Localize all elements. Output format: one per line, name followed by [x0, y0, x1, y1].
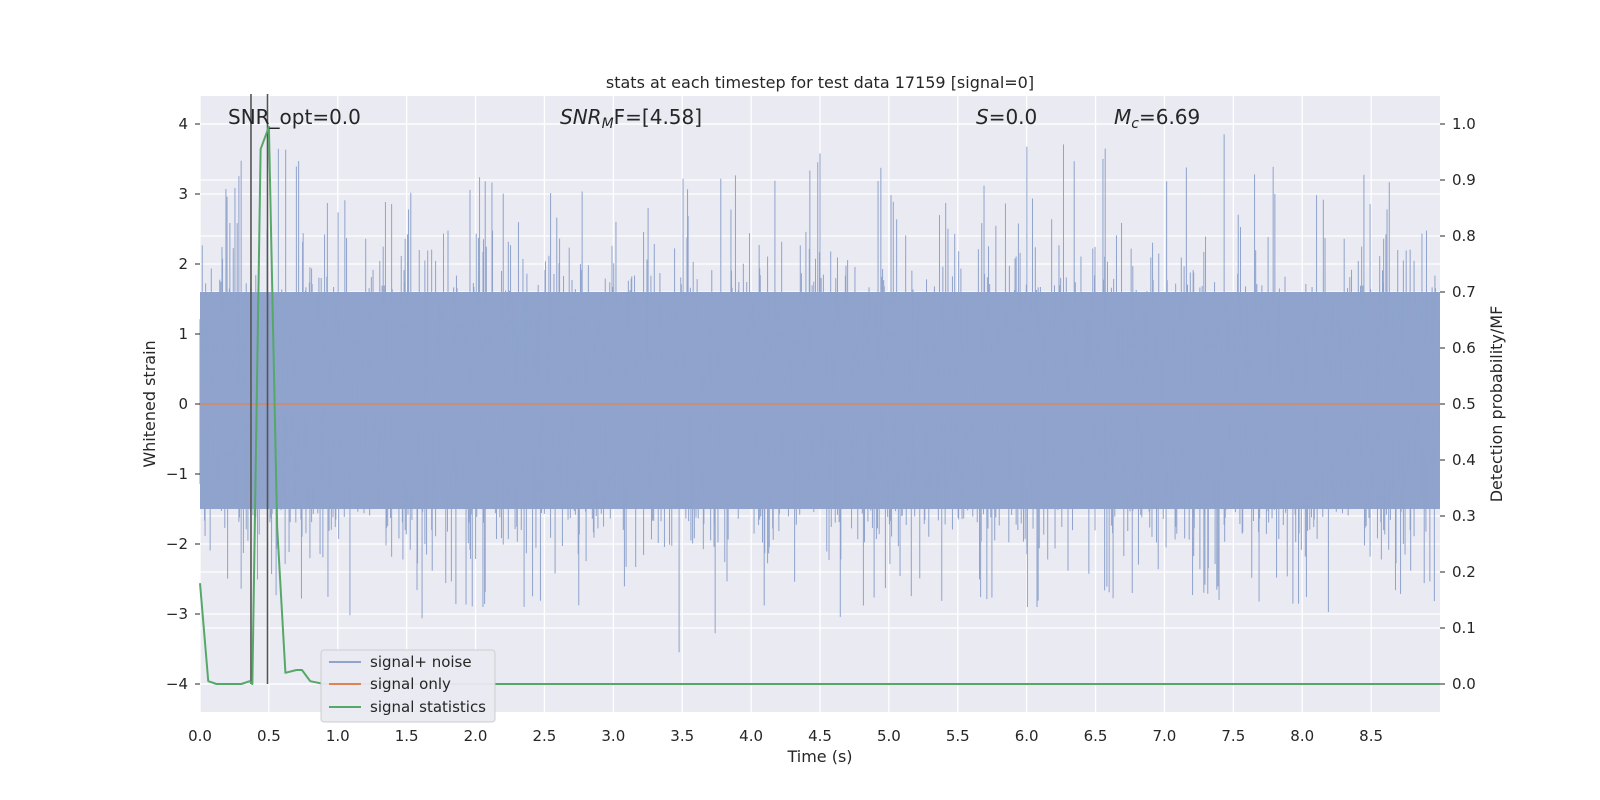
- left-tick-label: 3: [178, 185, 188, 203]
- annotation-s: S=0.0: [976, 105, 1037, 129]
- chart-title: stats at each timestep for test data 171…: [606, 73, 1034, 92]
- x-tick-label: 7.5: [1221, 727, 1245, 745]
- x-tick-label: 5.5: [946, 727, 970, 745]
- x-tick-label: 8.5: [1359, 727, 1383, 745]
- right-tick-label: 1.0: [1452, 115, 1476, 133]
- x-tick-label: 8.0: [1290, 727, 1314, 745]
- right-axis-label: Detection probability/MF: [1487, 306, 1506, 503]
- left-axis-label: Whitened strain: [140, 340, 159, 467]
- right-tick-label: 0.1: [1452, 619, 1476, 637]
- legend-box: [320, 649, 496, 723]
- x-tick-label: 7.0: [1153, 727, 1177, 745]
- right-tick-label: 0.5: [1452, 395, 1476, 413]
- right-tick-label: 0.2: [1452, 563, 1476, 581]
- right-tick-label: 0.9: [1452, 171, 1476, 189]
- legend-label-signal-only: signal only: [370, 675, 451, 693]
- legend-label-signal-statistics: signal statistics: [370, 698, 486, 716]
- right-tick-label: 0.8: [1452, 227, 1476, 245]
- left-tick-label: 0: [178, 395, 188, 413]
- right-tick-label: 0.6: [1452, 339, 1476, 357]
- x-tick-label: 6.0: [1015, 727, 1039, 745]
- signal-noise-series: [199, 134, 1440, 653]
- x-tick-label: 5.0: [877, 727, 901, 745]
- legend-label-signal-noise: signal+ noise: [370, 653, 472, 671]
- x-tick-label: 0.5: [257, 727, 281, 745]
- left-tick-label: 2: [178, 255, 188, 273]
- x-tick-label: 2.5: [533, 727, 557, 745]
- x-tick-label: 2.0: [464, 727, 488, 745]
- right-tick-label: 0.7: [1452, 283, 1476, 301]
- right-tick-label: 0.0: [1452, 675, 1476, 693]
- x-tick-label: 3.0: [601, 727, 625, 745]
- left-tick-label: −4: [166, 675, 188, 693]
- right-tick-label: 0.3: [1452, 507, 1476, 525]
- vertical-markers: [250, 94, 269, 684]
- annotation-snr-mf: SNRMF=[4.58]: [560, 105, 702, 132]
- x-tick-label: 3.5: [670, 727, 694, 745]
- x-tick-label: 0.0: [188, 727, 212, 745]
- right-tick-label: 0.4: [1452, 451, 1476, 469]
- x-axis-label: Time (s): [786, 747, 852, 766]
- left-tick-label: −3: [166, 605, 188, 623]
- right-axis-ticks: 0.0 0.1 0.2 0.3 0.4 0.5 0.6 0.7 0.8 0.9 1.0: [1440, 115, 1476, 693]
- left-tick-label: 4: [178, 115, 188, 133]
- left-tick-label: 1: [178, 325, 188, 343]
- annotation-mc: Mc=6.69: [1114, 105, 1200, 132]
- x-tick-label: 1.5: [395, 727, 419, 745]
- left-axis-ticks: −4 −3 −2 −1 0 1 2 3 4: [166, 115, 200, 693]
- x-axis-ticks: 0.0 0.5 1.0 1.5 2.0 2.5 3.0 3.5 4.0 4.5 5.0 5.5 6.0 6…: [188, 727, 1383, 745]
- left-tick-label: −1: [166, 465, 188, 483]
- legend: signal+ noise signal only signal statist…: [320, 649, 496, 723]
- annotation-snr-opt: SNR_opt=0.0: [228, 105, 361, 129]
- x-tick-label: 4.5: [808, 727, 832, 745]
- x-tick-label: 1.0: [326, 727, 350, 745]
- x-tick-label: 6.5: [1084, 727, 1108, 745]
- x-tick-label: 4.0: [739, 727, 763, 745]
- noise-trace: [199, 134, 1440, 653]
- left-tick-label: −2: [166, 535, 188, 553]
